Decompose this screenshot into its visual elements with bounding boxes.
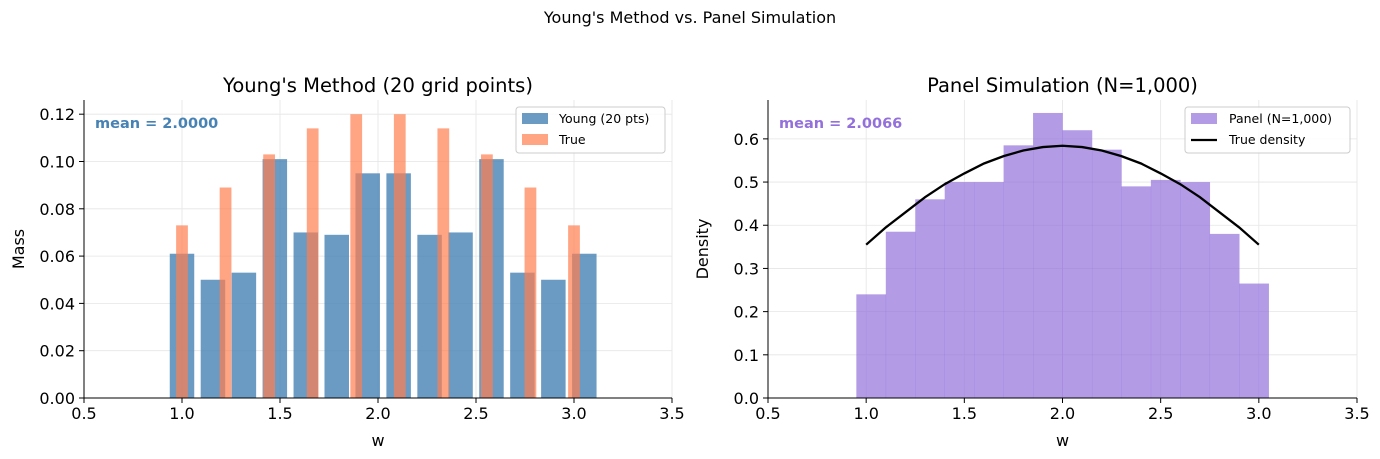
panel-x-tick-label: 1.0 (853, 404, 878, 423)
young-bar (448, 232, 473, 398)
panel-title: Panel Simulation (N=1,000) (927, 74, 1198, 97)
young-bar (231, 272, 257, 398)
panel-histogram-bar (856, 294, 887, 398)
panel-histogram-bar (915, 199, 945, 398)
young-y-tick-label: 0.10 (39, 152, 75, 171)
young-y-axis-label: Mass (9, 229, 28, 269)
young-x-tick-label: 2.5 (463, 404, 488, 423)
young-mean-annotation: mean = 2.0000 (95, 116, 218, 132)
panel-legend-box (1184, 106, 1351, 154)
panel-y-axis-label: Density (693, 219, 712, 280)
panel-x-tick-label: 2.5 (1148, 404, 1173, 423)
panel-histogram-bar (974, 182, 1004, 398)
young-y-tick-label: 0.00 (39, 389, 75, 408)
panel-legend-label: Panel (N=1,000) (1229, 111, 1332, 126)
panel-y-tick-label: 0.0 (734, 389, 759, 408)
panel-histogram-bar (1033, 112, 1063, 399)
young-bar (324, 234, 349, 398)
panel-histogram-bar (1091, 149, 1122, 398)
young-x-tick-label: 0.5 (71, 404, 96, 423)
young-y-tick-label: 0.08 (39, 200, 75, 219)
true-density-legend-label: True density (1228, 132, 1306, 147)
true-legend-label: True (558, 132, 586, 147)
true-legend-swatch (522, 134, 548, 145)
panel-histogram-bar (1003, 145, 1034, 398)
panel-histogram-bar (885, 231, 916, 398)
panel-x-tick-label: 3.0 (1246, 404, 1271, 423)
true-bar (481, 154, 493, 398)
young-y-tick-label: 0.04 (39, 294, 75, 313)
true-bar (306, 128, 319, 398)
young-y-tick-label: 0.02 (39, 342, 75, 361)
true-bar (568, 225, 580, 398)
panel-histogram-bar (1150, 179, 1181, 398)
panel-x-tick-label: 0.5 (755, 404, 780, 423)
young-x-tick-label: 1.0 (169, 404, 194, 423)
panel-histogram-bar (1239, 283, 1269, 398)
panel-histogram-bar (944, 182, 975, 398)
panel-x-tick-label: 1.5 (952, 404, 977, 423)
true-bar (393, 114, 406, 398)
young-x-tick-label: 1.5 (267, 404, 292, 423)
young-x-tick-label: 2.0 (365, 404, 390, 423)
true-bar (350, 114, 363, 398)
true-bar (176, 225, 188, 398)
young-y-tick-label: 0.12 (39, 105, 75, 124)
young-x-tick-label: 3.5 (659, 404, 684, 423)
panel-x-tick-label: 3.5 (1344, 404, 1369, 423)
panel-histogram-bar (1121, 186, 1152, 398)
young-y-tick-label: 0.06 (39, 247, 75, 266)
panel-x-axis-label: w (1056, 431, 1069, 450)
panel-histogram-bar (1062, 130, 1093, 399)
young-x-axis-label: w (371, 431, 384, 450)
true-bar (524, 187, 537, 398)
young-legend-label: Young (20 pts) (558, 111, 649, 126)
young-x-tick-label: 3.0 (561, 404, 586, 423)
true-bar (219, 187, 232, 398)
panel-histogram-bar (1180, 182, 1211, 398)
true-bar (437, 128, 450, 398)
panel-y-tick-label: 0.4 (734, 216, 759, 235)
panel-y-tick-label: 0.6 (734, 130, 759, 149)
young-title: Young's Method (20 grid points) (222, 74, 533, 97)
panel-y-tick-label: 0.3 (734, 259, 759, 278)
panel-legend-swatch (1191, 113, 1217, 124)
young-legend-swatch (522, 113, 548, 124)
panel-y-tick-label: 0.5 (734, 173, 759, 192)
panel-x-tick-label: 2.0 (1050, 404, 1075, 423)
panel-y-tick-label: 0.2 (734, 303, 759, 322)
panel-y-tick-label: 0.1 (734, 346, 759, 365)
true-density-line (865, 144, 1260, 246)
true-bar (263, 154, 275, 398)
young-legend-box (515, 106, 666, 154)
young-bar (541, 279, 566, 398)
panel-histogram-bar (1209, 233, 1240, 398)
panel-mean-annotation: mean = 2.0066 (779, 116, 902, 132)
figure-title: Young's Method vs. Panel Simulation (543, 8, 837, 27)
